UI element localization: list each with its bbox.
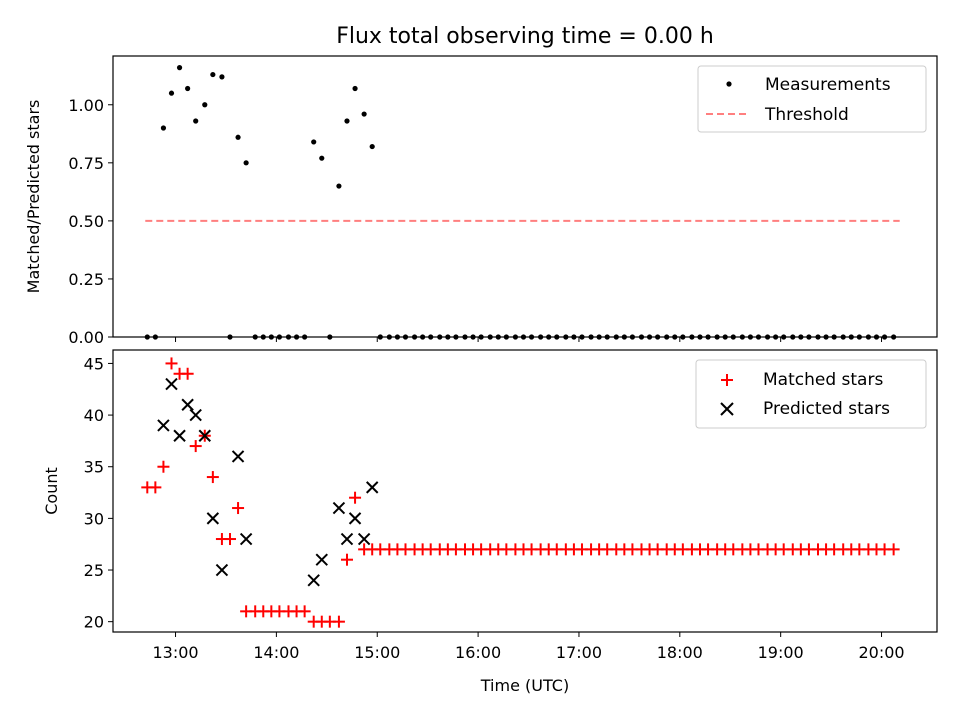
predicted-star-point [340, 532, 354, 546]
measurement-point [361, 111, 367, 117]
measurement-point [210, 71, 216, 78]
measurement-point [219, 74, 225, 80]
measurement-point [243, 160, 249, 166]
predicted-star-point [189, 408, 202, 422]
bottom-axes-frame [112, 349, 938, 633]
matched-star-point [181, 367, 194, 380]
matched-star-point [189, 440, 202, 453]
bottom-y-axis: 20 25 30 35 40 45 [84, 354, 113, 632]
matched-star-point [232, 502, 245, 515]
predicted-star-point [332, 501, 346, 515]
top-y-axis: 0.00 0.25 0.50 0.75 1.00 [68, 96, 113, 347]
legend-predicted-stars-label: Predicted stars [763, 399, 890, 419]
matched-star-point [157, 460, 170, 473]
top-y-axis-label: Matched/Predicted stars [24, 100, 43, 294]
bottom-y-tick-label: 30 [84, 509, 104, 528]
legend-matched-stars-label: Matched stars [763, 370, 883, 390]
measurement-point [160, 125, 167, 131]
measurement-point [235, 134, 241, 140]
bottom-x-axis: 13:00 14:00 15:00 16:00 17:00 18:00 19:00 20:00 [152, 632, 905, 662]
measurement-point [193, 118, 199, 124]
predicted-star-point [157, 419, 170, 432]
measurement-point [369, 143, 375, 150]
bottom-plot-area [141, 357, 900, 628]
bottom-x-tick-label: 16:00 [455, 643, 501, 662]
bottom-x-axis-label: Time (UTC) [480, 676, 569, 695]
top-chart-title: Flux total observing time = 0.00 h [336, 24, 714, 49]
bottom-y-tick-label: 20 [84, 613, 104, 632]
matched-star-point [298, 605, 311, 618]
bottom-x-tick-label: 14:00 [253, 643, 299, 662]
predicted-star-point [348, 512, 362, 525]
top-y-tick-label: 0.25 [68, 270, 104, 289]
bottom-y-tick-label: 45 [84, 354, 104, 373]
top-legend: Measurements Threshold [697, 65, 927, 133]
bottom-x-tick-label: 17:00 [556, 643, 602, 662]
matched-star-point [349, 491, 362, 504]
predicted-star-point [165, 377, 178, 391]
legend-threshold-label: Threshold [764, 105, 849, 125]
matched-star-point [340, 553, 353, 566]
matched-star-point [206, 471, 219, 484]
bottom-y-tick-label: 40 [84, 406, 104, 425]
predicted-star-point [365, 481, 379, 494]
top-y-tick-label: 0.00 [68, 328, 104, 347]
measurement-point [185, 85, 191, 92]
top-axes-frame [112, 55, 938, 338]
bottom-x-tick-label: 19:00 [758, 643, 804, 662]
measurement-point [344, 118, 350, 124]
bottom-y-tick-label: 25 [84, 561, 104, 580]
predicted-star-point [198, 429, 211, 442]
top-panel: 0.00 0.25 0.50 0.75 1.00 Matched/Predicted s… [24, 55, 938, 347]
matched-star-point [165, 357, 178, 370]
measurement-point [168, 90, 175, 96]
matched-star-point [332, 615, 345, 628]
legend-measurements-marker [726, 81, 732, 87]
predicted-star-point [239, 532, 253, 546]
top-x-tick-marks [175, 337, 883, 342]
top-y-tick-label: 0.75 [68, 154, 104, 173]
measurement-point [176, 65, 183, 71]
bottom-x-tick-label: 15:00 [354, 643, 400, 662]
bottom-legend: Matched stars Predicted stars [695, 359, 927, 429]
legend-predicted-stars-marker [720, 402, 734, 416]
legend-matched-stars-marker [721, 374, 733, 386]
measurement-point [352, 85, 358, 92]
bottom-x-tick-label: 18:00 [657, 643, 703, 662]
measurement-point [336, 183, 342, 189]
legend-measurements-label: Measurements [765, 75, 891, 95]
matched-star-point [887, 543, 900, 556]
measurement-point [319, 155, 325, 161]
predicted-star-point [307, 574, 320, 587]
matched-star-point [223, 533, 236, 546]
bottom-legend-box [695, 359, 927, 429]
predicted-star-point [315, 553, 328, 566]
predicted-star-point [206, 512, 220, 525]
predicted-star-point [215, 563, 229, 577]
predicted-star-point [181, 398, 194, 411]
top-y-tick-label: 0.50 [68, 212, 104, 231]
predicted-star-point [357, 532, 371, 546]
bottom-y-tick-label: 35 [84, 458, 104, 477]
measurement-point [202, 102, 208, 108]
bottom-y-axis-label: Count [42, 467, 61, 515]
top-legend-box [697, 65, 927, 133]
bottom-panel: 20 25 30 35 40 45 13:00 14:00 15:00 16:00 17:00 18… [42, 349, 938, 695]
matched-star-point [149, 481, 162, 494]
bottom-x-tick-label: 20:00 [858, 643, 904, 662]
top-y-tick-label: 1.00 [68, 96, 104, 115]
predicted-star-point [231, 450, 245, 463]
bottom-x-tick-label: 13:00 [152, 643, 198, 662]
measurement-point [311, 139, 317, 145]
predicted-star-point [173, 429, 186, 442]
